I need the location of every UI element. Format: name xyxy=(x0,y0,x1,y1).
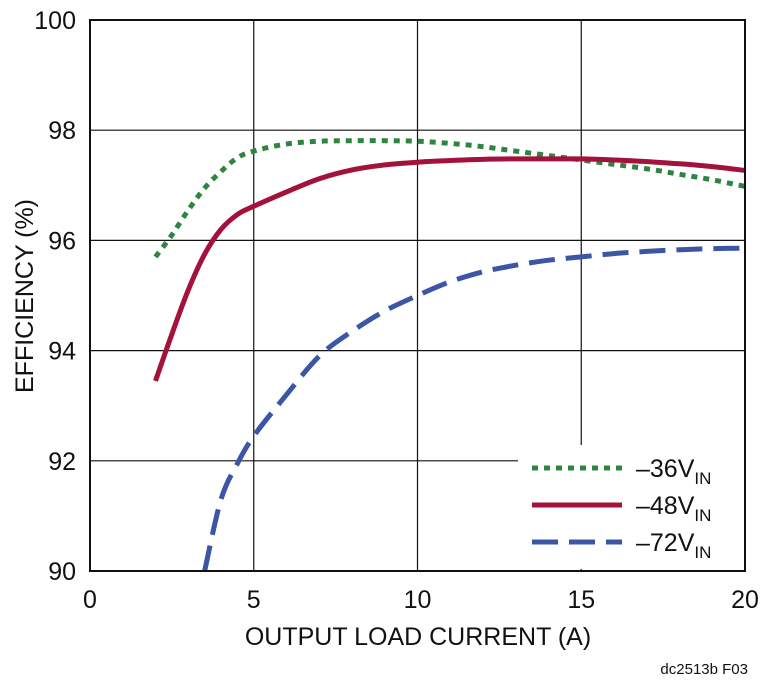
y-tick-label: 100 xyxy=(34,7,76,35)
series-line-1 xyxy=(153,156,746,382)
x-tick-label: 20 xyxy=(731,586,759,614)
legend-label-subscript: IN xyxy=(694,469,711,488)
y-axis-label: EFFICIENCY (%) xyxy=(11,199,39,393)
legend-label-subscript: IN xyxy=(694,543,711,562)
series-line-0 xyxy=(153,138,746,259)
y-tick-label: 94 xyxy=(48,338,76,366)
legend-label-main: –48V xyxy=(636,492,695,520)
grid-lines xyxy=(90,20,745,571)
legend-label-main: –36V xyxy=(636,455,695,483)
x-tick-labels: 0 5 10 15 20 xyxy=(83,586,759,614)
legend-label-main: –72V xyxy=(636,529,695,557)
x-tick-label: 10 xyxy=(404,586,432,614)
series-line-2 xyxy=(202,245,746,572)
legend-label-1: –48VIN xyxy=(636,492,711,525)
plot-frame xyxy=(89,19,746,572)
legend-label-2: –72VIN xyxy=(636,529,711,562)
series-lines xyxy=(153,138,746,572)
x-axis-label: OUTPUT LOAD CURRENT (A) xyxy=(245,623,591,651)
legend-label-0: –36VIN xyxy=(636,455,711,488)
legend-label-subscript: IN xyxy=(694,506,711,525)
figure-id: dc2513b F03 xyxy=(660,661,748,678)
x-tick-label: 15 xyxy=(567,586,595,614)
x-tick-label: 5 xyxy=(247,586,261,614)
y-tick-label: 90 xyxy=(48,558,76,586)
x-tick-label: 0 xyxy=(83,586,97,614)
y-tick-label: 96 xyxy=(48,227,76,255)
legend: –36VIN–48VIN–72VIN xyxy=(518,445,744,569)
y-tick-label: 98 xyxy=(48,117,76,145)
y-tick-labels: 90 92 94 96 98 100 xyxy=(34,7,76,586)
y-tick-label: 92 xyxy=(48,448,76,476)
